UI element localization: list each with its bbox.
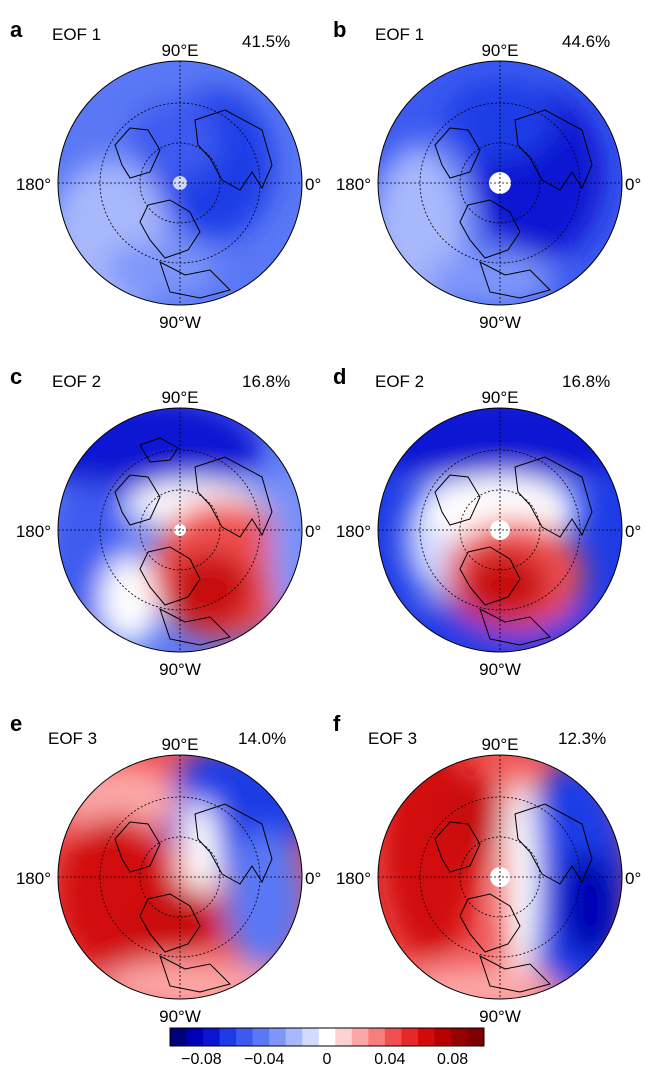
- lon-label-bottom-f: 90°W: [479, 1007, 521, 1026]
- variance-pct-c: 16.8%: [242, 372, 290, 391]
- lon-label-top-e: 90°E: [161, 735, 198, 754]
- variance-pct-e: 14.0%: [238, 729, 286, 748]
- map-d-grid: [378, 408, 622, 652]
- colorbar-swatch: [401, 1028, 419, 1046]
- map-c-border: [57, 407, 303, 653]
- panel-a: a EOF 1 41.5% 90°E 180° 0° 90°W: [10, 17, 321, 332]
- panel-f: f EOF 3 12.3% 90°E 180° 0° 90°W: [333, 711, 641, 1026]
- lon-label-top-a: 90°E: [161, 41, 198, 60]
- lon-label-left-b: 180°: [336, 175, 371, 194]
- lon-label-left-f: 180°: [336, 869, 371, 888]
- colorbar-swatch: [219, 1028, 237, 1046]
- eof-label-e: EOF 3: [48, 729, 97, 748]
- colorbar-swatch: [450, 1028, 468, 1046]
- variance-pct-a: 41.5%: [242, 32, 290, 51]
- eof-label-d: EOF 2: [375, 372, 424, 391]
- colorbar-tick-label: 0.08: [437, 1051, 468, 1068]
- lon-label-bottom-c: 90°W: [159, 660, 201, 679]
- map-f-grid: [378, 755, 622, 999]
- map-c-grid: [58, 408, 302, 652]
- map-c-coastlines: [114, 437, 273, 646]
- lon-label-right-f: 0°: [625, 869, 641, 888]
- panel-e: e EOF 3 14.0% 90°E 180° 0° 90°W: [10, 711, 321, 1026]
- colorbar-swatch: [236, 1028, 254, 1046]
- map-e-coastlines: [114, 803, 273, 993]
- panel-letter-f: f: [333, 711, 341, 736]
- map-f-field: [378, 755, 622, 999]
- lon-label-right-e: 0°: [305, 869, 321, 888]
- variance-pct-d: 16.8%: [562, 372, 610, 391]
- map-b-grid: [378, 61, 622, 305]
- variance-pct-b: 44.6%: [562, 32, 610, 51]
- lon-label-right-b: 0°: [625, 175, 641, 194]
- panel-d: d EOF 2 16.8% 90°E 180° 0° 90°W: [333, 364, 641, 679]
- panel-letter-c: c: [10, 364, 22, 389]
- colorbar-swatch: [467, 1028, 485, 1046]
- map-a-border: [57, 60, 303, 306]
- map-a-coastlines: [114, 109, 273, 299]
- colorbar-swatch: [417, 1028, 435, 1046]
- lon-label-bottom-e: 90°W: [159, 1007, 201, 1026]
- colorbar-swatch: [335, 1028, 353, 1046]
- lon-label-top-f: 90°E: [481, 735, 518, 754]
- lon-label-right-a: 0°: [305, 175, 321, 194]
- map-f-border: [377, 754, 623, 1000]
- panel-letter-a: a: [10, 17, 23, 42]
- colorbar-ticks: −0.08 −0.04 0 0.04 0.08: [181, 1051, 468, 1068]
- lon-label-left-d: 180°: [336, 522, 371, 541]
- colorbar-swatch: [203, 1028, 221, 1046]
- colorbar-tick-label: 0.04: [374, 1051, 405, 1068]
- colorbar-swatch: [351, 1028, 369, 1046]
- map-f-coastlines: [434, 803, 593, 993]
- panel-c: c EOF 2 16.8% 90°E 180° 0° 90°W: [10, 364, 321, 679]
- map-a-field: [58, 61, 302, 305]
- map-e-grid: [58, 755, 302, 999]
- map-d-coastlines: [434, 456, 593, 646]
- colorbar-swatch: [186, 1028, 204, 1046]
- panel-letter-d: d: [333, 364, 346, 389]
- colorbar-swatch: [170, 1028, 188, 1046]
- map-b-coastlines: [434, 109, 593, 299]
- lon-label-top-d: 90°E: [481, 388, 518, 407]
- variance-pct-f: 12.3%: [558, 729, 606, 748]
- lon-label-right-d: 0°: [625, 522, 641, 541]
- colorbar-swatch: [302, 1028, 320, 1046]
- panel-letter-e: e: [10, 711, 22, 736]
- panel-letter-b: b: [333, 17, 346, 42]
- colorbar-tick-label: −0.08: [181, 1051, 222, 1068]
- lon-label-left-e: 180°: [16, 869, 51, 888]
- colorbar-swatch: [384, 1028, 402, 1046]
- eof-label-b: EOF 1: [375, 25, 424, 44]
- map-d-border: [377, 407, 623, 653]
- map-e-border: [57, 754, 303, 1000]
- eof-label-a: EOF 1: [52, 25, 101, 44]
- lon-label-left-a: 180°: [16, 175, 51, 194]
- colorbar-swatch: [285, 1028, 303, 1046]
- colorbar-tick-label: 0: [323, 1051, 332, 1068]
- map-e-field: [58, 755, 302, 999]
- lon-label-top-b: 90°E: [481, 41, 518, 60]
- colorbar-swatch: [368, 1028, 386, 1046]
- eof-label-f: EOF 3: [368, 729, 417, 748]
- lon-label-bottom-a: 90°W: [159, 313, 201, 332]
- map-b-border: [377, 60, 623, 306]
- colorbar-swatches: [170, 1028, 485, 1046]
- panel-b: b EOF 1 44.6% 90°E 180° 0° 90°W: [333, 17, 641, 332]
- lon-label-bottom-b: 90°W: [479, 313, 521, 332]
- map-a-grid: [58, 61, 302, 305]
- lon-label-bottom-d: 90°W: [479, 660, 521, 679]
- map-b-field: [378, 61, 622, 305]
- colorbar-swatch: [269, 1028, 287, 1046]
- colorbar-swatch: [318, 1028, 336, 1046]
- colorbar-swatch: [252, 1028, 270, 1046]
- colorbar: −0.08 −0.04 0 0.04 0.08: [169, 1027, 485, 1068]
- eof-label-c: EOF 2: [52, 372, 101, 391]
- lon-label-left-c: 180°: [16, 522, 51, 541]
- colorbar-swatch: [434, 1028, 452, 1046]
- colorbar-tick-label: −0.04: [244, 1051, 285, 1068]
- lon-label-right-c: 0°: [305, 522, 321, 541]
- lon-label-top-c: 90°E: [161, 388, 198, 407]
- colorbar-frame: [169, 1027, 485, 1047]
